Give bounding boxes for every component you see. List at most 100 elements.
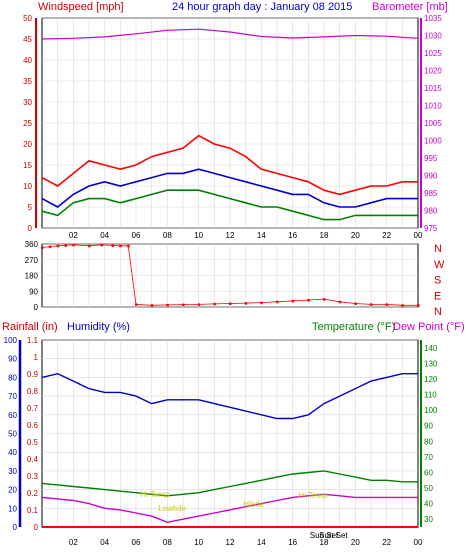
rainfall-y-tick: 0.6 [27,421,39,430]
barometer-y-tick: 1000 [424,137,442,146]
compass-label: S [434,275,441,287]
temperature-y-tick: 60 [424,468,433,477]
compass-label: N [434,306,442,318]
humidity-x-tick: 18 [320,538,329,547]
direction-trace [41,244,418,306]
windspeed-gust-line [41,134,418,196]
humidity-y-tick: 40 [8,448,17,457]
wind-x-tick: 08 [163,231,172,240]
barometer-y-tick: 990 [424,172,438,181]
wind-x-tick: 22 [382,231,391,240]
chart-title: 24 hour graph day : January 08 2015 [172,1,352,13]
rainfall-axis-label: Rainfall (in) [2,321,58,333]
direction-y-tick: 0 [34,303,39,312]
windspeed-avg-line [41,168,418,208]
humidity-x-tick: 08 [163,538,172,547]
humidity-x-tick: 14 [257,538,266,547]
temperature-y-tick: 120 [424,375,438,384]
barometer-y-tick: 995 [424,154,438,163]
direction-y-tick: 180 [25,272,39,281]
rainfall-y-tick: 0 [34,523,39,532]
barometer-y-tick: 1010 [424,102,442,111]
humidity-x-tick: 12 [226,538,235,547]
direction-y-tick: 90 [29,287,38,296]
wind-x-tick: 16 [288,231,297,240]
wind-x-tick: 14 [257,231,266,240]
wind-y-tick: 25 [23,119,32,128]
wind-x-tick: 00 [414,231,423,240]
temperature-y-tick: 70 [424,453,433,462]
windspeed-low-line [41,189,418,221]
rainfall-y-tick: 0.4 [27,455,39,464]
rainfall-y-tick: 0.2 [27,489,39,498]
wind-y-tick: 35 [23,77,32,86]
compass-label: N [434,243,442,255]
chart-annotation: Hitide [243,500,264,509]
humidity-x-tick: 22 [382,538,391,547]
temperature-y-tick: 100 [424,406,438,415]
windspeed-axis-label: Windspeed [mph] [38,1,124,13]
direction-y-tick: 360 [25,240,39,249]
barometer-y-tick: 1015 [424,84,442,93]
chart-annotation: Sun Set [310,531,339,540]
temperature-y-tick: 90 [424,422,433,431]
humidity-line [41,372,418,420]
temperature-y-tick: 110 [424,391,437,400]
wind-y-tick: 50 [23,14,32,23]
rainfall-y-tick: 1.1 [27,336,39,345]
humidity-x-tick: 04 [100,538,109,547]
humidity-x-tick: 06 [132,538,141,547]
humidity-y-tick: 10 [8,504,17,513]
wind-x-tick: 10 [194,231,203,240]
wind-x-tick: 04 [100,231,109,240]
wind-y-tick: 10 [23,182,32,191]
humidity-y-tick: 70 [8,392,17,401]
temperature-axis-label: Temperature (°F) [312,321,395,333]
wind-x-tick: 06 [132,231,141,240]
barometer-y-tick: 1025 [424,49,442,58]
humidity-x-tick: 00 [414,538,423,547]
wind-x-tick: 02 [69,231,78,240]
humidity-x-tick: 20 [351,538,360,547]
rainfall-y-tick: 0.7 [27,404,39,413]
temperature-y-tick: 40 [424,500,433,509]
wind-y-tick: 45 [23,35,32,44]
wind-y-tick: 30 [23,98,32,107]
rainfall-y-tick: 0.1 [27,506,39,515]
direction-y-tick: 270 [25,256,39,265]
rainfall-y-tick: 0.3 [27,472,39,481]
chart-annotation: Sun Set [319,531,348,540]
wind-y-tick: 20 [23,140,32,149]
wind-x-tick: 20 [351,231,360,240]
humidity-y-tick: 30 [8,467,17,476]
humidity-x-tick: 16 [288,538,297,547]
barometer-line [41,28,419,40]
barometer-y-tick: 985 [424,189,438,198]
temperature-line [41,470,418,497]
humidity-y-tick: 50 [8,430,17,439]
barometer-y-tick: 980 [424,207,438,216]
chart-annotation: Lowtide [158,504,186,513]
dewpoint-line [41,493,418,524]
temperature-y-tick: 80 [424,437,433,446]
temperature-y-tick: 140 [424,344,438,353]
temperature-y-tick: 30 [424,515,433,524]
humidity-y-tick: 80 [8,373,17,382]
humidity-x-tick: 10 [194,538,203,547]
chart-annotation: Hi Temp [298,491,328,500]
dewpoint-axis-label: Dew Point (°F) [393,321,465,333]
wind-y-tick: 5 [28,203,33,212]
humidity-y-tick: 20 [8,486,17,495]
humidity-y-tick: 60 [8,411,17,420]
humidity-y-tick: 90 [8,355,17,364]
wind-x-tick: 18 [320,231,329,240]
direction-point [417,304,420,307]
barometer-axis-label: Barometer [mb] [372,1,448,13]
wind-x-tick: 12 [226,231,235,240]
barometer-y-tick: 1030 [424,32,442,41]
humidity-y-tick: 0 [13,523,18,532]
rainfall-y-tick: 0.8 [27,387,39,396]
chart-annotation: Hi Temp [140,490,170,499]
